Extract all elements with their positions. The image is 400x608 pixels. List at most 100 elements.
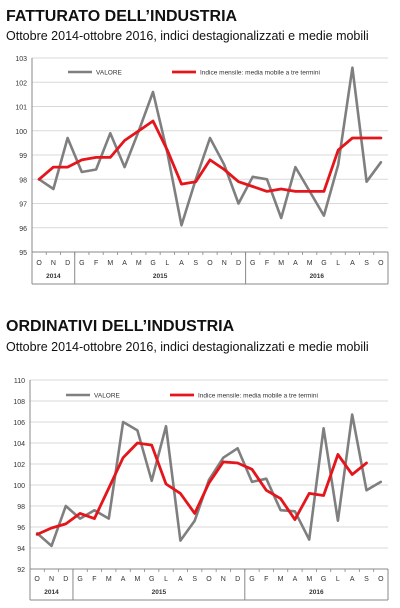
media-mobile-point	[351, 473, 353, 476]
x-tick-label: O	[34, 576, 40, 583]
valore-point	[93, 509, 96, 511]
ordinativi-title: ORDINATIVI DELL’INDUSTRIA	[6, 318, 235, 335]
x-tick-label: A	[178, 576, 183, 583]
year-label: 2014	[46, 273, 61, 280]
x-tick-label: G	[249, 576, 254, 583]
valore-point	[65, 505, 67, 507]
media-mobile-point	[50, 527, 53, 529]
x-tick-label: M	[278, 576, 284, 583]
y-tick-label: 95	[19, 250, 27, 257]
media-mobile-point	[79, 512, 81, 514]
media-mobile-point	[179, 492, 181, 494]
valore-point	[151, 480, 153, 482]
media-mobile-point	[108, 487, 110, 489]
valore-point	[237, 202, 240, 205]
ordinativi-subtitle: Ottobre 2014-ottobre 2016, indici destag…	[6, 340, 369, 354]
valore-point	[351, 67, 353, 69]
valore-point	[52, 188, 54, 190]
y-tick-label: 110	[14, 378, 25, 385]
media-mobile-point	[52, 166, 54, 168]
x-tick-label: D	[65, 260, 70, 267]
media-mobile-point	[122, 457, 124, 459]
y-tick-label: 106	[13, 420, 25, 427]
media-mobile-point	[166, 149, 168, 151]
valore-point	[79, 518, 81, 520]
valore-point	[81, 171, 83, 173]
x-tick-label: G	[149, 576, 154, 583]
media-mobile-series-line	[35, 441, 368, 536]
media-mobile-point	[322, 494, 325, 497]
year-label: 2014	[44, 589, 59, 596]
media-mobile-point	[337, 149, 339, 151]
y-tick-label: 92	[17, 567, 25, 574]
media-mobile-point	[209, 159, 211, 161]
x-tick-label: M	[134, 576, 140, 583]
valore-point	[265, 478, 267, 480]
media-mobile-point	[165, 483, 167, 485]
x-tick-label: F	[92, 576, 96, 583]
x-tick-label: M	[106, 576, 112, 583]
media-mobile-point	[280, 188, 282, 190]
media-mobile-point	[252, 185, 254, 188]
x-tick-label: N	[49, 576, 54, 583]
valore-point	[109, 132, 111, 134]
media-mobile-point	[366, 137, 368, 139]
x-tick-label: S	[364, 576, 369, 583]
media-mobile-point	[237, 181, 240, 183]
x-tick-label: A	[121, 576, 126, 583]
y-tick-label: 103	[15, 56, 27, 63]
x-tick-label: N	[51, 260, 56, 267]
media-mobile-point	[380, 137, 382, 139]
year-label: 2015	[152, 589, 167, 596]
y-tick-label: 104	[13, 441, 25, 448]
valore-point	[337, 164, 339, 166]
legend-label-valore: VALORE	[96, 70, 123, 77]
media-mobile-point	[194, 512, 196, 514]
y-tick-label: 102	[13, 462, 25, 469]
media-mobile-point	[265, 489, 267, 491]
x-tick-label: O	[36, 260, 42, 267]
media-mobile-point	[109, 156, 111, 159]
media-mobile-series-line	[37, 119, 383, 193]
media-mobile-point	[309, 190, 311, 192]
valore-point	[351, 414, 353, 416]
y-tick-label: 97	[19, 202, 27, 209]
x-tick-label: F	[264, 576, 268, 583]
year-label: 2016	[310, 273, 325, 280]
x-tick-label: G	[250, 260, 255, 267]
media-mobile-point	[136, 442, 138, 444]
y-tick-label: 94	[17, 546, 25, 553]
media-mobile-point	[36, 533, 38, 535]
x-tick-label: S	[193, 260, 198, 267]
valore-point	[122, 421, 124, 423]
valore-point	[67, 137, 69, 139]
valore-point	[366, 181, 368, 183]
valore-point	[223, 164, 225, 166]
x-tick-label: A	[293, 576, 298, 583]
x-tick-label: D	[236, 260, 241, 267]
media-mobile-point	[294, 190, 297, 192]
year-label: 2016	[309, 589, 324, 596]
valore-point	[179, 540, 181, 542]
media-mobile-point	[195, 181, 197, 183]
x-tick-label: O	[207, 260, 213, 267]
valore-point	[280, 509, 282, 511]
valore-point	[252, 176, 254, 178]
media-mobile-point	[351, 137, 353, 139]
media-mobile-point	[67, 166, 69, 168]
fatturato-panel: FATTURATO DELL’INDUSTRIA Ottobre 2014-ot…	[0, 0, 400, 300]
valore-point	[280, 217, 282, 219]
x-tick-label: A	[293, 260, 298, 267]
media-mobile-point	[237, 462, 239, 464]
valore-point	[323, 215, 325, 217]
x-tick-label: D	[235, 576, 240, 583]
x-tick-label: L	[164, 576, 168, 583]
valore-point	[194, 520, 196, 522]
media-mobile-point	[65, 523, 67, 525]
media-mobile-point	[323, 190, 325, 192]
valore-point	[180, 224, 183, 226]
x-tick-label: N	[221, 576, 226, 583]
valore-point	[322, 427, 325, 429]
media-mobile-point	[123, 139, 126, 142]
media-mobile-point	[280, 498, 282, 500]
